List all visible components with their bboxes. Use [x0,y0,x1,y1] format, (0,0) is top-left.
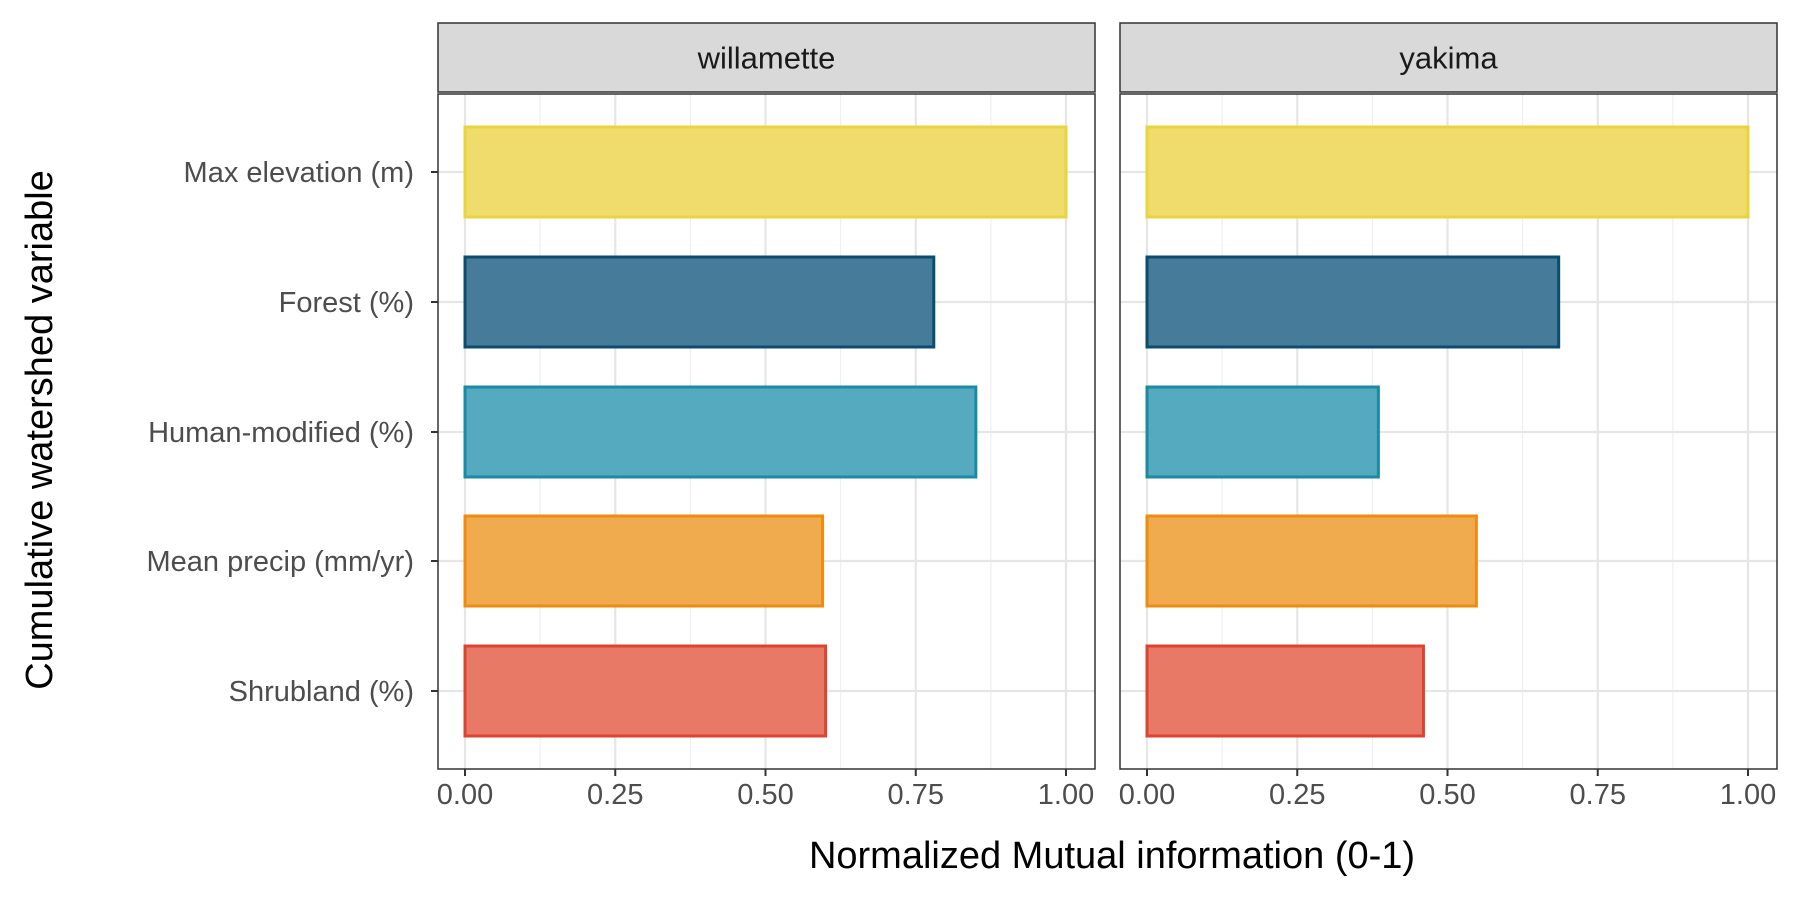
bar-yakima-1 [1145,125,1750,219]
y-tick-label: Forest (%) [279,287,414,319]
y-tick-label: Max elevation (m) [184,157,414,189]
y-tick-label: Shrubland (%) [229,676,414,708]
facet-strip [437,22,1096,93]
bar-willamette-4 [463,514,825,608]
bar-yakima-5 [1145,644,1425,738]
facet-strip [1119,22,1778,93]
x-tick-label: 0.50 [737,779,793,811]
x-tick-label: 0.50 [1419,779,1475,811]
x-axis-title: Normalized Mutual information (0-1) [809,835,1415,877]
x-tick-label: 0.25 [587,779,643,811]
x-tick-label: 0.00 [1119,779,1175,811]
y-tick-label: Mean precip (mm/yr) [147,546,415,578]
bar-willamette-3 [463,385,978,479]
facet-strip-label: willamette [697,41,836,76]
bar-yakima-4 [1145,514,1478,608]
bar-willamette-5 [463,644,828,738]
x-tick-label: 0.00 [437,779,493,811]
x-tick-label: 1.00 [1720,779,1776,811]
bar-yakima-2 [1145,255,1561,349]
y-tick-label: Human-modified (%) [148,417,414,449]
facet-strip-label: yakima [1399,41,1498,76]
x-tick-label: 0.75 [888,779,944,811]
bar-willamette-2 [463,255,936,349]
bar-willamette-1 [463,125,1068,219]
x-tick-label: 0.25 [1269,779,1325,811]
y-axis-title: Cumulative watershed variable [19,170,61,690]
x-tick-label: 1.00 [1038,779,1094,811]
bar-yakima-3 [1145,385,1380,479]
x-tick-label: 0.75 [1570,779,1626,811]
